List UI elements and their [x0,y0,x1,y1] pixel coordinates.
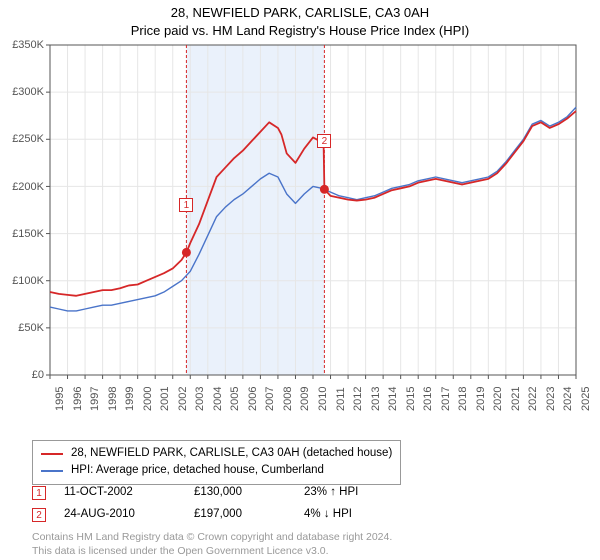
x-tick-label: 2022 [527,387,539,411]
x-tick-label: 2014 [387,387,399,411]
legend-item: 28, NEWFIELD PARK, CARLISLE, CA3 0AH (de… [41,445,392,462]
y-tick-label: £100K [4,275,44,287]
transaction-marker-badge: 1 [179,198,193,212]
x-tick-label: 2020 [492,387,504,411]
transaction-price: £197,000 [194,504,304,526]
x-tick-label: 2018 [457,387,469,411]
transaction-row: 2 24-AUG-2010£197,0004% ↓ HPI [32,504,424,526]
x-tick-label: 1996 [72,387,84,411]
x-tick-label: 2024 [562,387,574,411]
x-tick-label: 2006 [247,387,259,411]
x-tick-label: 2017 [440,387,452,411]
x-tick-label: 1997 [89,387,101,411]
x-tick-label: 1995 [54,387,66,411]
x-tick-label: 2012 [352,387,364,411]
footer-note: Contains HM Land Registry data © Crown c… [32,530,392,558]
x-tick-label: 1998 [107,387,119,411]
x-tick-label: 2015 [405,387,417,411]
x-tick-label: 2023 [545,387,557,411]
x-tick-label: 2021 [510,387,522,411]
x-tick-label: 1999 [124,387,136,411]
legend-box: 28, NEWFIELD PARK, CARLISLE, CA3 0AH (de… [32,440,401,485]
x-tick-label: 2002 [177,387,189,411]
footer-line-2: This data is licensed under the Open Gov… [32,544,392,558]
transaction-price: £130,000 [194,482,304,504]
y-tick-label: £350K [4,39,44,51]
title-line-2: Price paid vs. HM Land Registry's House … [0,22,600,40]
transaction-date: 11-OCT-2002 [64,482,194,504]
x-tick-label: 2007 [264,387,276,411]
x-tick-label: 2016 [422,387,434,411]
transaction-marker-badge: 2 [317,134,331,148]
y-tick-label: £300K [4,86,44,98]
y-tick-label: £200K [4,181,44,193]
transaction-row: 1 11-OCT-2002£130,00023% ↑ HPI [32,482,424,504]
x-tick-label: 2000 [142,387,154,411]
legend-swatch [41,453,63,455]
x-tick-label: 2009 [299,387,311,411]
transactions-table: 1 11-OCT-2002£130,00023% ↑ HPI 2 24-AUG-201… [32,482,424,526]
transaction-delta: 4% ↓ HPI [304,504,424,526]
legend-label: 28, NEWFIELD PARK, CARLISLE, CA3 0AH (de… [71,445,392,462]
transaction-badge: 1 [32,486,46,500]
x-tick-label: 2005 [229,387,241,411]
legend-item: HPI: Average price, detached house, Cumb… [41,462,392,479]
x-tick-label: 2013 [370,387,382,411]
x-tick-label: 2010 [317,387,329,411]
chart-area: £0 £50K £100K £150K £200K £250K £300K £350K 1995… [0,39,600,439]
y-tick-label: £0 [4,369,44,381]
x-tick-label: 2025 [580,387,592,411]
x-tick-label: 2004 [212,387,224,411]
y-tick-label: £50K [4,322,44,334]
x-tick-label: 2001 [159,387,171,411]
y-tick-label: £250K [4,133,44,145]
footer-line-1: Contains HM Land Registry data © Crown c… [32,530,392,544]
transaction-date: 24-AUG-2010 [64,504,194,526]
x-tick-label: 2008 [282,387,294,411]
legend-swatch [41,470,63,472]
transaction-delta: 23% ↑ HPI [304,482,424,504]
title-line-1: 28, NEWFIELD PARK, CARLISLE, CA3 0AH [0,4,600,22]
x-tick-label: 2019 [475,387,487,411]
y-tick-label: £150K [4,228,44,240]
legend-label: HPI: Average price, detached house, Cumb… [71,462,324,479]
transaction-badge: 2 [32,508,46,522]
chart-svg [0,39,600,439]
x-tick-label: 2011 [335,387,347,411]
x-tick-label: 2003 [194,387,206,411]
chart-title: 28, NEWFIELD PARK, CARLISLE, CA3 0AH Pri… [0,0,600,39]
